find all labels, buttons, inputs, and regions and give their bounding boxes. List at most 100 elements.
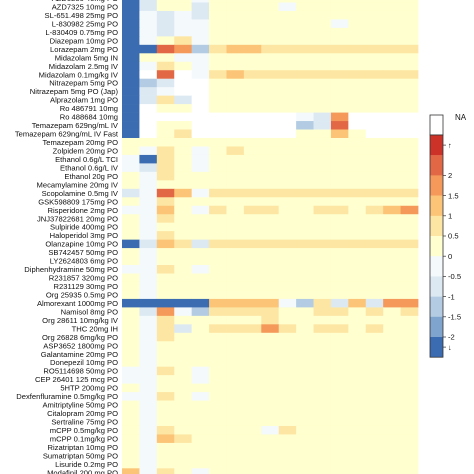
heatmap-cell — [243, 27, 262, 37]
heatmap-cell — [261, 95, 280, 105]
heatmap-cell — [313, 44, 332, 54]
heatmap-cell — [261, 315, 280, 325]
heatmap-cell — [400, 137, 419, 147]
heatmap-cell — [174, 383, 193, 393]
heatmap-cell — [348, 409, 367, 418]
heatmap-cell — [122, 425, 140, 435]
heatmap-cell — [122, 171, 140, 181]
heatmap-cell — [365, 409, 384, 418]
heatmap-cell — [313, 451, 332, 461]
heatmap-cell — [226, 231, 245, 240]
heatmap-cell — [226, 112, 245, 122]
heatmap-cell — [348, 392, 367, 401]
heatmap-cell — [383, 61, 401, 71]
heatmap-cell — [278, 265, 297, 274]
heatmap-cell — [313, 332, 332, 342]
heatmap-cell — [174, 392, 193, 401]
heatmap-cell — [278, 70, 297, 79]
heatmap-cell — [313, 205, 332, 215]
heatmap-cell — [383, 197, 401, 207]
heatmap-cell — [313, 104, 332, 113]
heatmap-cell — [191, 349, 210, 359]
heatmap-cell — [226, 341, 245, 351]
heatmap-cell — [261, 112, 280, 122]
heatmap-cell — [330, 87, 349, 96]
heatmap-cell — [122, 451, 140, 461]
heatmap-cell — [174, 197, 193, 207]
heatmap-cell — [243, 19, 262, 29]
heatmap-cell — [348, 70, 367, 79]
heatmap-cell — [365, 358, 384, 367]
heatmap-cell — [365, 417, 384, 427]
heatmap-cell — [156, 36, 175, 46]
heatmap-cell — [365, 341, 384, 351]
heatmap-cell — [226, 315, 245, 325]
heatmap-cell — [278, 10, 297, 20]
heatmap-cell — [400, 214, 419, 223]
heatmap-cell — [296, 112, 314, 122]
heatmap-cell — [330, 137, 349, 147]
heatmap-cell — [278, 129, 297, 139]
heatmap-cell — [261, 409, 280, 418]
heatmap-cell — [191, 53, 210, 63]
heatmap-cell — [122, 248, 140, 257]
heatmap-cell — [156, 392, 175, 401]
heatmap-cell — [261, 425, 280, 435]
heatmap-cell — [209, 95, 227, 105]
heatmap-cell — [174, 70, 193, 79]
heatmap-cell — [209, 53, 227, 63]
heatmap-cell — [383, 383, 401, 393]
heatmap-cell — [209, 459, 227, 469]
heatmap-cell — [330, 154, 349, 164]
heatmap-cell — [226, 451, 245, 461]
heatmap-cell — [209, 146, 227, 156]
heatmap-cell — [139, 332, 158, 342]
heatmap-cell — [330, 307, 349, 317]
heatmap-cell — [400, 53, 419, 63]
heatmap-cell — [261, 0, 280, 3]
heatmap-cell — [122, 265, 140, 274]
heatmap-cell — [174, 265, 193, 274]
heatmap-cell — [400, 146, 419, 156]
heatmap-cell — [174, 307, 193, 317]
heatmap-cell — [296, 349, 314, 359]
heatmap-cell — [226, 129, 245, 139]
heatmap-cell — [348, 188, 367, 198]
heatmap-cell — [174, 231, 193, 240]
heatmap-cell — [261, 222, 280, 232]
heatmap-cell — [174, 19, 193, 29]
heatmap-cell — [122, 366, 140, 376]
heatmap-cell — [191, 197, 210, 207]
heatmap-cell — [348, 468, 367, 474]
heatmap-cell — [313, 87, 332, 96]
heatmap-cell — [313, 425, 332, 435]
heatmap-cell — [261, 375, 280, 384]
heatmap-cell — [365, 53, 384, 63]
heatmap-cell — [174, 248, 193, 257]
heatmap-cell — [156, 44, 175, 54]
heatmap-cell — [226, 214, 245, 223]
heatmap-cell — [156, 290, 175, 300]
heatmap-cell — [139, 349, 158, 359]
heatmap-cell — [174, 146, 193, 156]
heatmap-cell — [156, 307, 175, 317]
row-label: RO5114698 50mg PO — [43, 367, 118, 376]
heatmap-cell — [330, 425, 349, 435]
heatmap-cell — [365, 290, 384, 300]
heatmap-cell — [209, 197, 227, 207]
heatmap-cell — [296, 27, 314, 37]
legend-na-label: NA — [455, 113, 467, 122]
row-label: AZD0280 40mg PO — [52, 0, 118, 3]
row-label: Sumatriptan 50mg PO — [43, 451, 118, 460]
heatmap-cell — [226, 248, 245, 257]
heatmap-cell — [296, 163, 314, 173]
row-label: Diazepam 10mg PO — [50, 36, 118, 45]
heatmap-cell — [365, 2, 384, 12]
heatmap-cell — [313, 231, 332, 240]
heatmap-cell — [400, 121, 419, 130]
heatmap-cell — [383, 0, 401, 3]
heatmap-cell — [174, 121, 193, 130]
heatmap-cell — [278, 298, 297, 308]
heatmap-cell — [348, 425, 367, 435]
heatmap-cell — [122, 121, 140, 130]
